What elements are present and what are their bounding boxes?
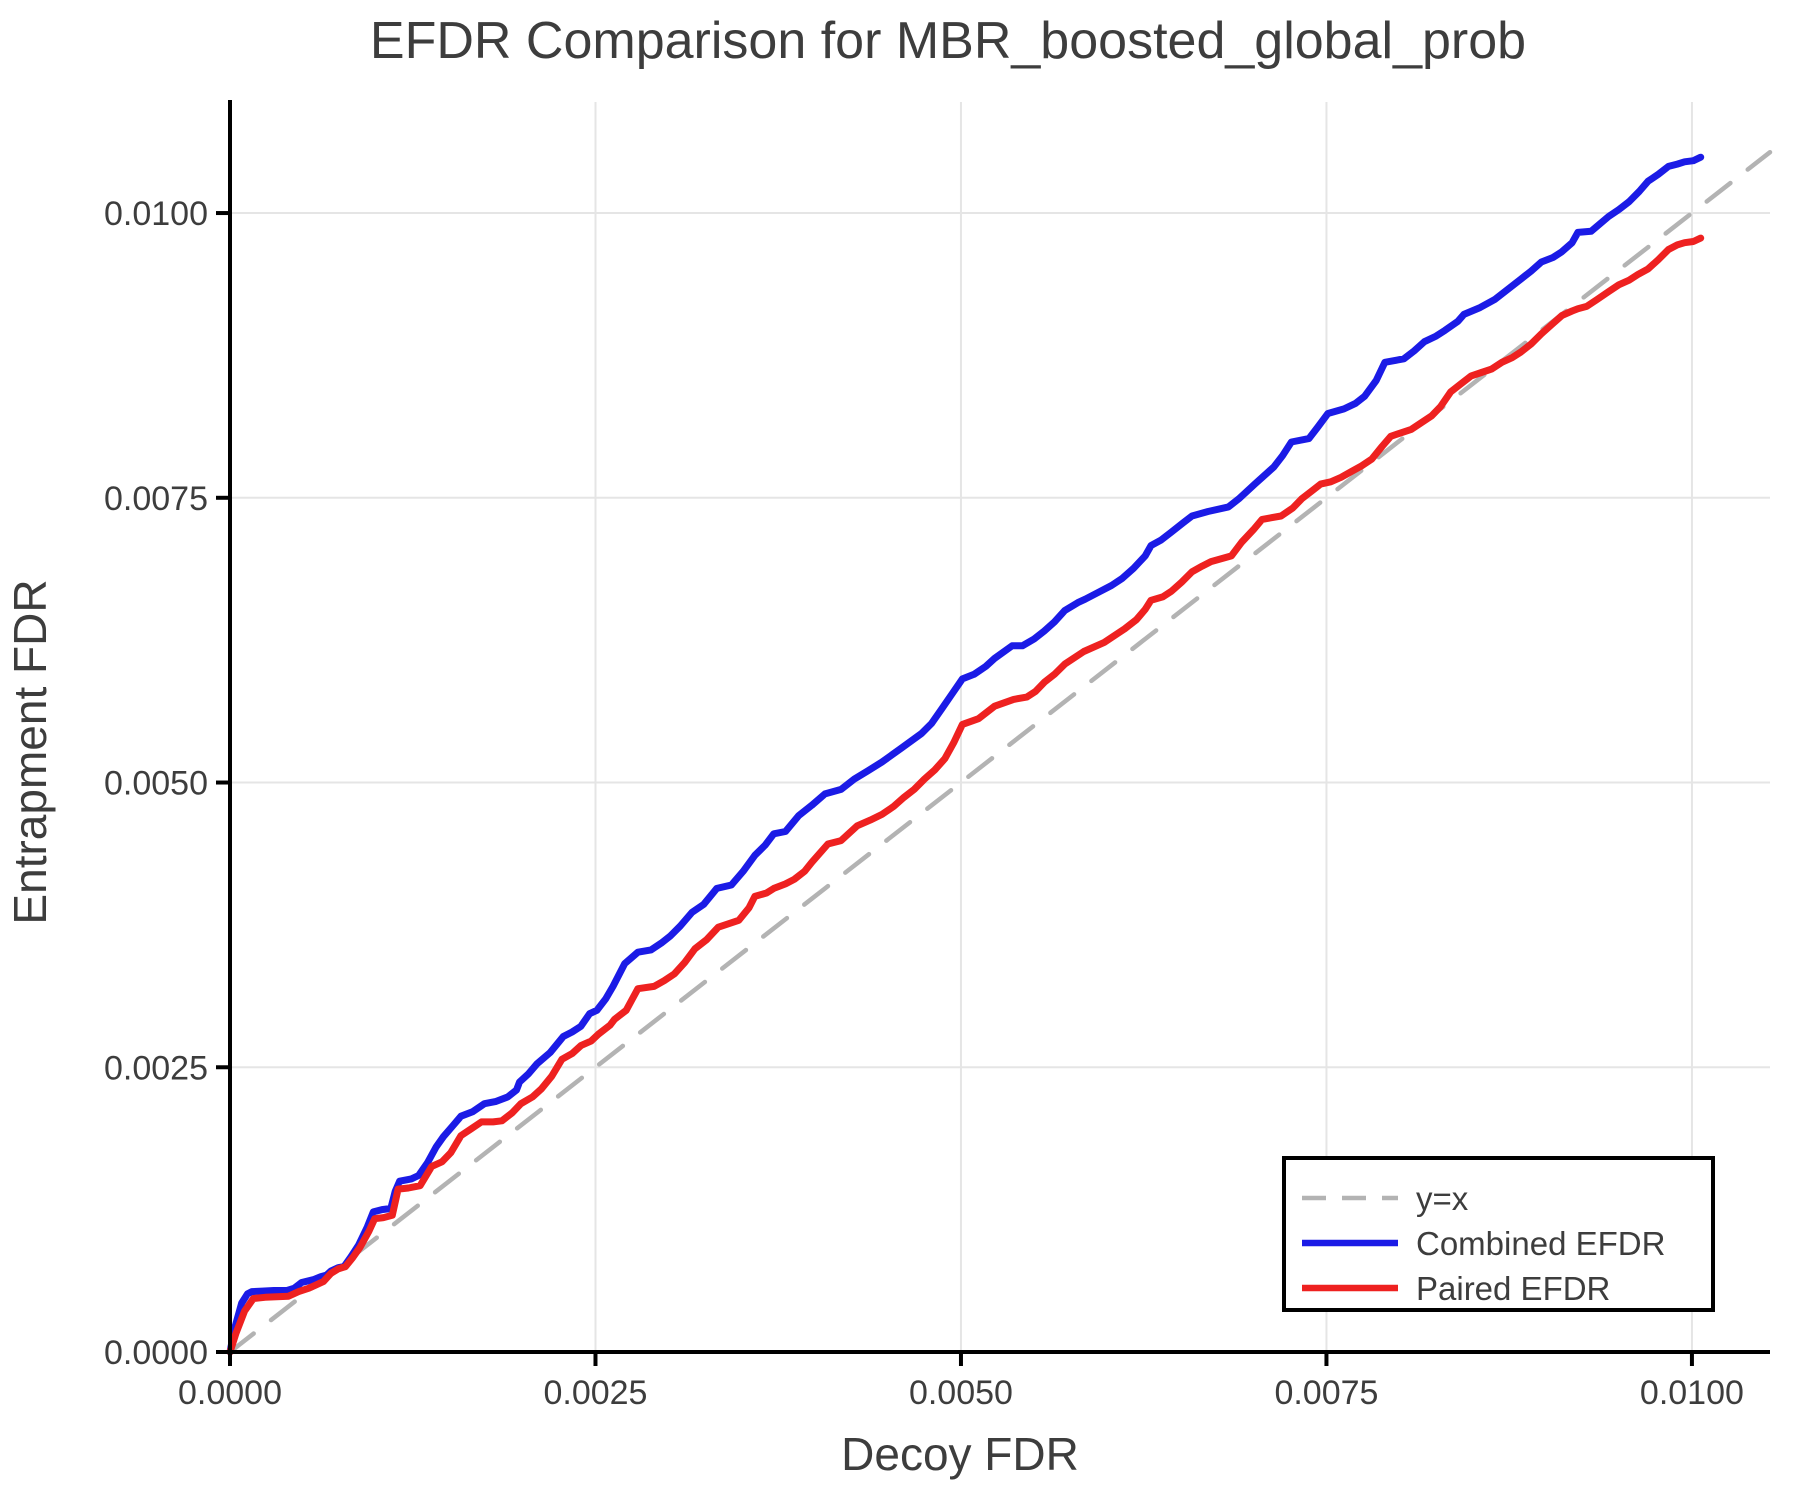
x-tick-label: 0.0000 (178, 1374, 282, 1412)
legend: y=x Combined EFDR Paired EFDR (1282, 1156, 1715, 1312)
series-lines (226, 149, 1773, 1356)
y-tick-label: 0.0100 (104, 195, 208, 233)
y-tick-label: 0.0000 (104, 1334, 208, 1372)
tick-marks (216, 211, 1694, 1366)
legend-label-y-x: y=x (1416, 1180, 1469, 1217)
y-tick-label: 0.0075 (104, 480, 208, 518)
x-tick-label: 0.0025 (543, 1374, 647, 1412)
series-line-paired-efdr (226, 234, 1705, 1356)
chart-title: EFDR Comparison for MBR_boosted_global_p… (370, 12, 1526, 70)
axes (228, 100, 1770, 1354)
y-tick-label: 0.0050 (104, 765, 208, 803)
legend-label-combined-efdr: Combined EFDR (1416, 1225, 1665, 1262)
x-axis-label: Decoy FDR (841, 1428, 1079, 1480)
series-line-y-x (227, 149, 1773, 1355)
legend-label-paired-efdr: Paired EFDR (1416, 1270, 1610, 1307)
y-axis-label: Entrapment FDR (4, 579, 56, 924)
legend-box (1282, 1156, 1715, 1312)
legend-rows: y=x Combined EFDR Paired EFDR (1302, 1180, 1665, 1307)
tick-labels: 0.0000 0.0025 0.0050 0.0075 0.0100 0.0000 0.00… (104, 195, 1744, 1412)
x-tick-label: 0.0100 (1640, 1374, 1744, 1412)
x-tick-label: 0.0050 (909, 1374, 1013, 1412)
y-tick-label: 0.0025 (104, 1049, 208, 1087)
x-tick-label: 0.0075 (1274, 1374, 1378, 1412)
